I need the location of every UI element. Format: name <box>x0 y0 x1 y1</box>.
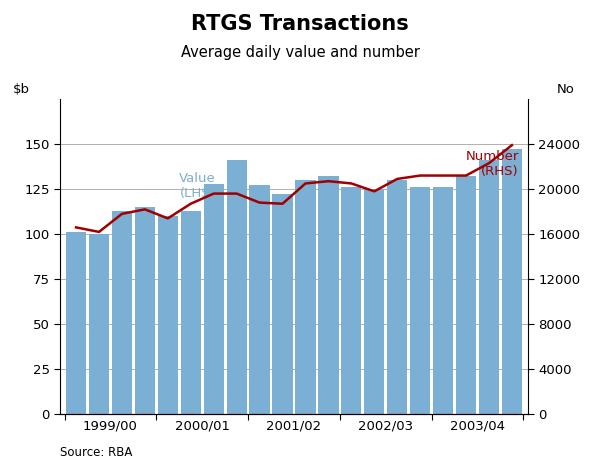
Text: Value
(LHS): Value (LHS) <box>179 172 216 200</box>
Bar <box>158 216 178 414</box>
Bar <box>364 189 385 414</box>
Bar <box>89 234 109 414</box>
Bar <box>433 187 453 414</box>
Bar <box>387 180 407 414</box>
Text: Source: RBA: Source: RBA <box>60 446 133 459</box>
Text: Average daily value and number: Average daily value and number <box>181 45 419 60</box>
Bar <box>295 180 316 414</box>
Bar <box>227 160 247 414</box>
Bar <box>319 177 338 414</box>
Bar <box>410 187 430 414</box>
Bar <box>456 177 476 414</box>
Bar <box>502 149 522 414</box>
Text: RTGS Transactions: RTGS Transactions <box>191 14 409 34</box>
Bar <box>135 207 155 414</box>
Bar <box>479 160 499 414</box>
Bar <box>181 211 201 414</box>
Text: $b: $b <box>13 83 30 96</box>
Bar <box>203 184 224 414</box>
Bar <box>272 195 293 414</box>
Bar <box>112 211 132 414</box>
Bar <box>341 187 361 414</box>
Text: No: No <box>557 83 575 96</box>
Text: Number
(RHS): Number (RHS) <box>466 150 519 178</box>
Bar <box>250 186 269 414</box>
Bar <box>66 232 86 414</box>
